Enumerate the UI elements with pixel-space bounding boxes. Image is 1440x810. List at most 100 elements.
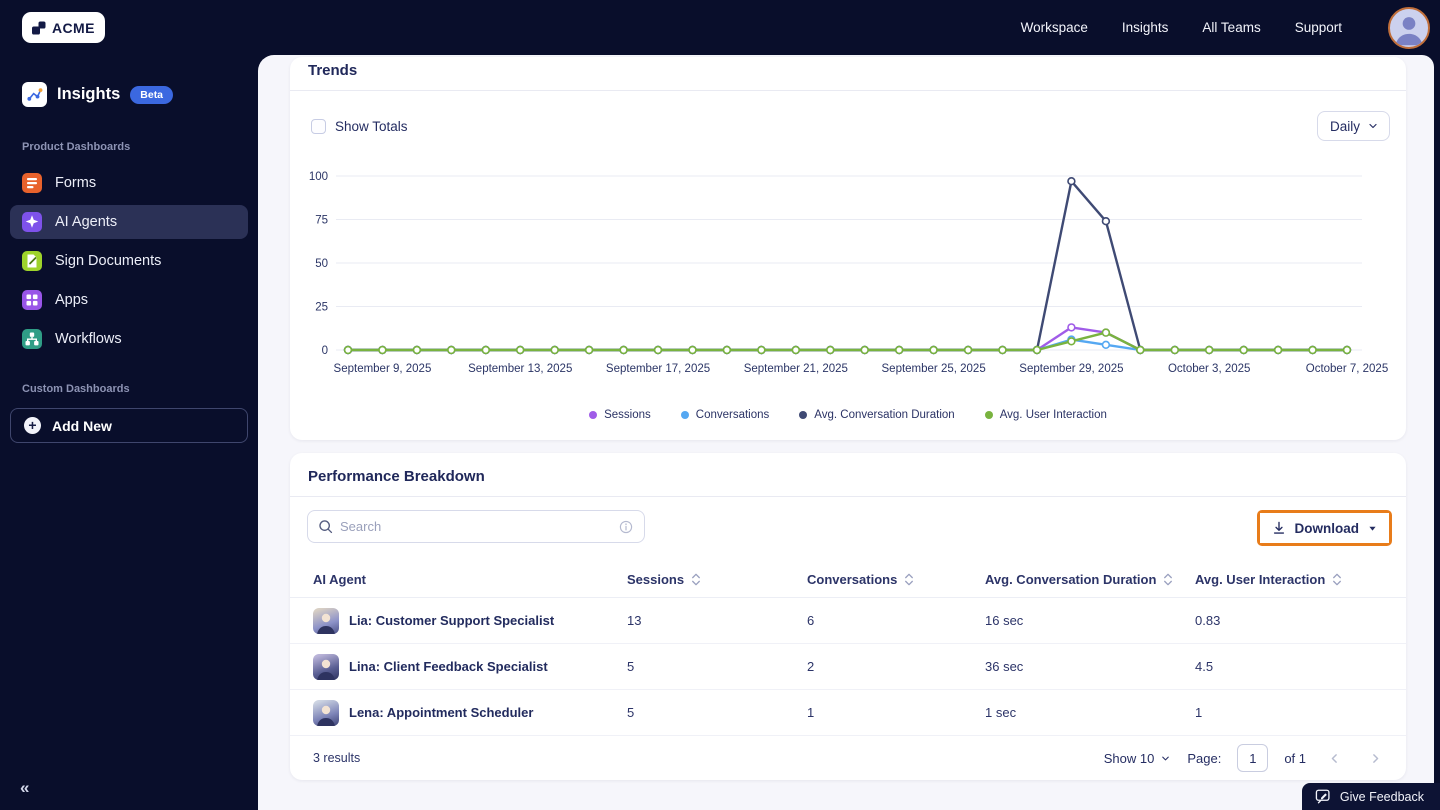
cell-avg-user-interaction: 1 (1195, 705, 1203, 720)
data-point-avg-user-interaction[interactable] (516, 345, 525, 355)
sort-icon[interactable] (1331, 572, 1343, 587)
data-point-avg-user-interaction[interactable] (550, 345, 559, 355)
data-point-avg-user-interaction[interactable] (1101, 328, 1111, 337)
add-new-button[interactable]: + Add New (10, 408, 248, 443)
trends-line-chart[interactable]: 0 25 50 75 100 September 9, 2025 September 13,… (290, 157, 1406, 379)
data-point-avg-user-interaction[interactable] (343, 345, 353, 355)
table-row-lia[interactable]: Lia: Customer Support Specialist 13 6 16 se… (290, 598, 1406, 644)
sidebar-item-apps[interactable]: Apps (10, 283, 248, 317)
legend-item-conversations[interactable]: Conversations (680, 409, 770, 421)
legend-dot (799, 411, 808, 419)
data-point-avg-user-interaction[interactable] (894, 345, 904, 355)
sidebar-item-workflows[interactable]: Workflows (10, 322, 248, 356)
data-point-conversations[interactable] (1101, 340, 1111, 350)
topnav: Workspace Insights All Teams Support (1020, 6, 1430, 49)
data-point-avg-user-interaction[interactable] (826, 345, 835, 355)
data-point-avg-user-interaction[interactable] (1239, 345, 1248, 355)
give-feedback-button[interactable]: Give Feedback (1301, 783, 1440, 810)
interval-dropdown[interactable]: Daily (1316, 111, 1390, 141)
cell-conversations: 6 (807, 613, 815, 628)
sort-icon[interactable] (903, 572, 915, 587)
topnav-link-insights[interactable]: Insights (1121, 20, 1169, 35)
agent-cell: Lia: Customer Support Specialist (313, 607, 627, 634)
data-point-avg-user-interaction[interactable] (722, 345, 732, 355)
data-point-avg-user-interaction[interactable] (688, 345, 697, 355)
column-header-sessions[interactable]: Sessions (627, 572, 807, 587)
sidebar-item-label: Apps (55, 292, 89, 308)
data-point-avg-conversation-duration[interactable] (1101, 216, 1111, 226)
y-axis-tick-label: 100 (309, 171, 328, 183)
data-point-avg-user-interaction[interactable] (584, 345, 594, 355)
agent-avatar (313, 653, 339, 680)
x-axis-tick-label: September 13, 2025 (468, 363, 572, 375)
custom-dashboards-label: Custom Dashboards (22, 383, 130, 395)
sort-icon[interactable] (1162, 572, 1174, 587)
column-header-avg-conversation-duration[interactable]: Avg. Conversation Duration (985, 572, 1195, 587)
topnav-link-workspace[interactable]: Workspace (1020, 20, 1088, 35)
legend-dot (984, 411, 993, 419)
data-point-avg-user-interaction[interactable] (757, 345, 766, 355)
info-icon[interactable] (618, 519, 634, 535)
data-point-avg-user-interaction[interactable] (1032, 345, 1042, 355)
previous-page-button[interactable] (1322, 750, 1347, 767)
table-body: Lia: Customer Support Specialist 13 6 16 se… (290, 598, 1406, 736)
data-point-avg-user-interaction[interactable] (1273, 345, 1283, 355)
data-point-avg-user-interaction[interactable] (481, 345, 491, 355)
search-input[interactable] (334, 519, 618, 534)
topnav-link-support[interactable]: Support (1294, 20, 1342, 35)
data-point-avg-user-interaction[interactable] (1170, 345, 1179, 355)
data-point-avg-user-interaction[interactable] (1136, 345, 1145, 355)
data-point-avg-user-interaction[interactable] (791, 345, 800, 355)
topbar: ACME Workspace Insights All Teams Support (0, 0, 1440, 55)
y-axis-tick-label: 50 (315, 258, 328, 270)
data-point-avg-user-interaction[interactable] (619, 345, 628, 355)
legend-item-sessions[interactable]: Sessions (589, 409, 651, 421)
page-number-input[interactable] (1237, 744, 1269, 772)
sort-icon[interactable] (690, 572, 702, 587)
data-point-avg-user-interaction[interactable] (998, 345, 1007, 355)
sidebar-item-sign-documents[interactable]: Sign Documents (10, 244, 248, 278)
next-page-button[interactable] (1363, 750, 1388, 767)
ai-agents-icon (22, 212, 42, 232)
column-header-label: Avg. Conversation Duration (985, 571, 1157, 587)
agent-avatar (313, 699, 339, 726)
legend-item-avg-conversation-duration[interactable]: Avg. Conversation Duration (799, 409, 955, 421)
data-point-avg-user-interaction[interactable] (653, 345, 663, 355)
data-point-avg-user-interaction[interactable] (1067, 337, 1076, 346)
data-point-sessions[interactable] (1067, 323, 1076, 332)
sidebar-collapse-button[interactable]: « (20, 778, 30, 797)
show-per-page-dropdown[interactable]: Show 10 (1104, 751, 1172, 766)
column-header-conversations[interactable]: Conversations (807, 572, 985, 587)
data-point-avg-user-interaction[interactable] (929, 345, 938, 355)
column-header-label: Conversations (807, 571, 898, 587)
data-point-avg-user-interaction[interactable] (412, 345, 422, 355)
sidebar-item-ai-agents[interactable]: AI Agents (10, 205, 248, 239)
legend-dot (589, 411, 598, 419)
show-totals-checkbox[interactable] (311, 118, 326, 134)
beta-badge: Beta (130, 85, 174, 104)
topnav-link-all-teams[interactable]: All Teams (1202, 20, 1261, 35)
data-point-avg-user-interaction[interactable] (447, 345, 456, 355)
data-point-avg-user-interaction[interactable] (1308, 345, 1317, 355)
data-point-avg-user-interaction[interactable] (1204, 345, 1214, 355)
data-point-avg-user-interaction[interactable] (860, 345, 869, 355)
table-row-lina[interactable]: Lina: Client Feedback Specialist 5 2 36 sec… (290, 644, 1406, 690)
data-point-avg-conversation-duration[interactable] (1067, 177, 1076, 186)
sidebar: Insights Beta Product Dashboards Forms AI… (0, 55, 258, 810)
sidebar-item-forms[interactable]: Forms (10, 166, 248, 200)
page-label: Page: (1187, 750, 1222, 766)
legend-item-avg-user-interaction[interactable]: Avg. User Interaction (984, 409, 1107, 421)
x-axis-tick-label: September 29, 2025 (1019, 363, 1123, 375)
download-button[interactable]: Download (1259, 513, 1389, 543)
acme-logo[interactable]: ACME (22, 12, 105, 43)
user-avatar[interactable] (1388, 6, 1430, 49)
table-row-lena[interactable]: Lena: Appointment Scheduler 5 1 1 sec 1 (290, 690, 1406, 736)
agent-cell: Lina: Client Feedback Specialist (313, 653, 627, 680)
data-point-avg-user-interaction[interactable] (1342, 345, 1352, 355)
column-header-avg-user-interaction[interactable]: Avg. User Interaction (1195, 572, 1406, 587)
brand-name: ACME (52, 19, 95, 36)
data-point-avg-user-interaction[interactable] (378, 345, 387, 355)
data-point-avg-user-interaction[interactable] (963, 345, 973, 355)
chevron-left-icon (1331, 753, 1337, 763)
legend-label: Conversations (695, 409, 770, 421)
